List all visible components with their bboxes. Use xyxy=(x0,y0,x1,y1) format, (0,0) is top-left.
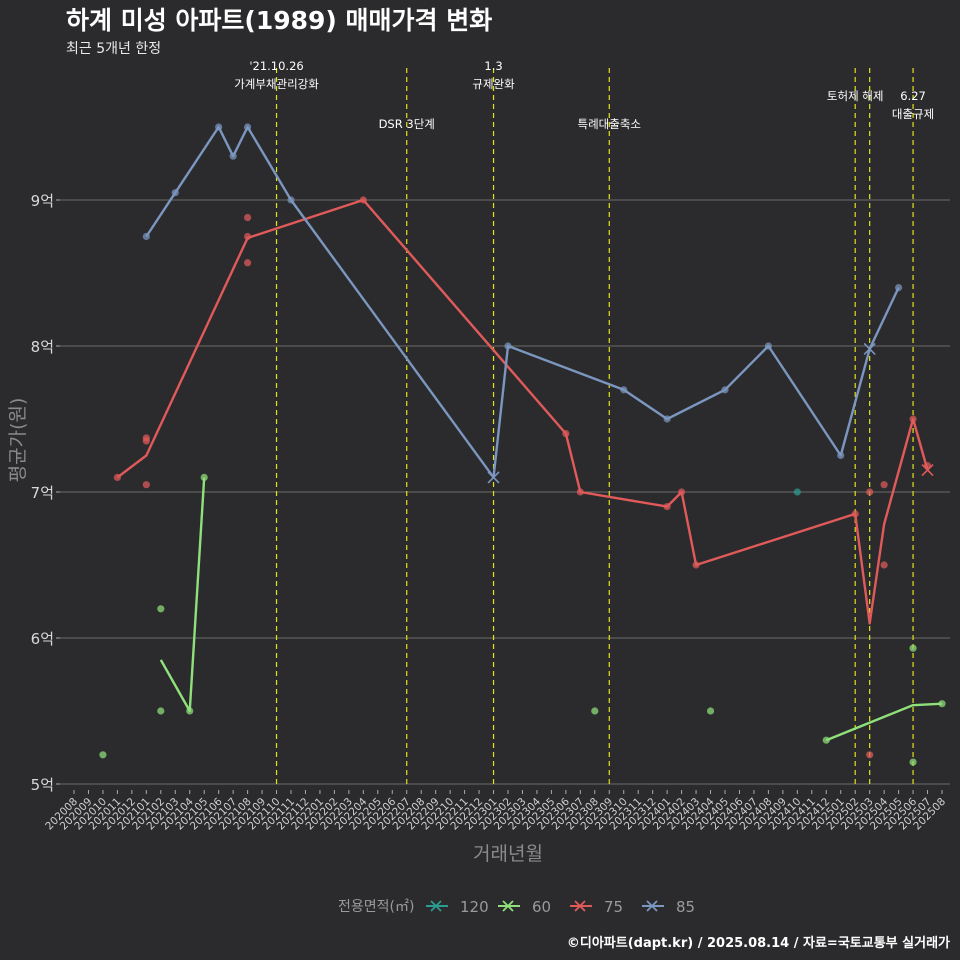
line-60-1 xyxy=(825,702,943,742)
x-axis-label: 거래년월 xyxy=(473,843,543,865)
point-60-0 xyxy=(99,751,107,759)
legend-label-60: 60 xyxy=(532,898,551,916)
annotation-1-0: DSR 3단계 xyxy=(379,117,435,131)
legend-marker-75 xyxy=(574,900,586,912)
legend-title: 전용면적(㎡) xyxy=(338,899,414,915)
legend-label-75: 75 xyxy=(604,898,623,916)
point-120-0 xyxy=(793,488,801,496)
line-60-0 xyxy=(159,477,206,713)
series-85 xyxy=(142,123,903,484)
annotation-2-1: 규제완화 xyxy=(472,77,515,91)
x-axis-ticks: 2020082020092020102020112020122021012021… xyxy=(43,790,948,832)
annotation-0-0: '21.10.26 xyxy=(249,59,303,73)
point-75-14 xyxy=(866,488,874,496)
point-60-8 xyxy=(909,644,917,652)
series-layer xyxy=(99,123,946,766)
chart-subtitle: 최근 5개년 한정 xyxy=(66,41,161,57)
point-60-5 xyxy=(591,707,599,715)
point-75-17 xyxy=(880,561,888,569)
y-axis-label: 평균가(원) xyxy=(7,398,29,483)
series-60 xyxy=(99,473,946,766)
point-75-6 xyxy=(244,259,252,267)
point-60-9 xyxy=(909,758,917,766)
point-75-16 xyxy=(880,481,888,489)
annotation-6-0: 6.27 xyxy=(900,89,926,103)
point-75-15 xyxy=(866,751,874,759)
legend-label-85: 85 xyxy=(676,898,695,916)
event-lines xyxy=(275,68,914,788)
annotation-3-0: 특례대출축소 xyxy=(578,117,641,131)
grid-lines xyxy=(60,199,950,785)
y-tick-label-4: 9억 xyxy=(31,192,54,210)
line-75-0 xyxy=(116,198,929,625)
annotation-0-1: 가계부채관리강화 xyxy=(234,77,319,91)
cross-marker-85-1 xyxy=(863,342,876,355)
legend-label-120: 120 xyxy=(460,898,489,916)
y-axis-ticks: 5억 6억 7억 8억 9억 xyxy=(31,192,60,794)
point-60-1 xyxy=(157,605,165,613)
caption: ©디아파트(dapt.kr) / 2025.08.14 / 자료=국토교통부 실… xyxy=(567,935,950,951)
point-75-3 xyxy=(142,481,150,489)
point-75-2 xyxy=(142,437,150,445)
point-75-4 xyxy=(244,213,252,222)
legend-marker-85 xyxy=(646,900,658,912)
annotation-4-0: 토허제 해제 xyxy=(827,89,884,103)
cross-marker-75-0 xyxy=(921,464,934,477)
point-60-2 xyxy=(157,707,165,715)
line-85-0 xyxy=(145,125,900,479)
series-120 xyxy=(793,488,801,496)
legend-marker-120 xyxy=(430,900,442,912)
chart-title: 하계 미성 아파트(1989) 매매가격 변화 xyxy=(66,6,492,35)
y-tick-label-1: 6억 xyxy=(31,630,54,648)
y-tick-label-3: 8억 xyxy=(31,338,54,356)
legend: 전용면적(㎡) 120 60 75 85 xyxy=(338,898,695,916)
y-tick-label-0: 5억 xyxy=(31,776,54,794)
point-60-6 xyxy=(706,707,715,715)
cross-marker-85-0 xyxy=(487,471,500,484)
annotation-2-0: 1.3 xyxy=(484,59,502,73)
series-75 xyxy=(113,196,934,759)
y-tick-label-2: 7억 xyxy=(31,484,54,502)
legend-marker-60 xyxy=(502,900,514,912)
annotation-6-1: 대출규제 xyxy=(892,107,934,121)
